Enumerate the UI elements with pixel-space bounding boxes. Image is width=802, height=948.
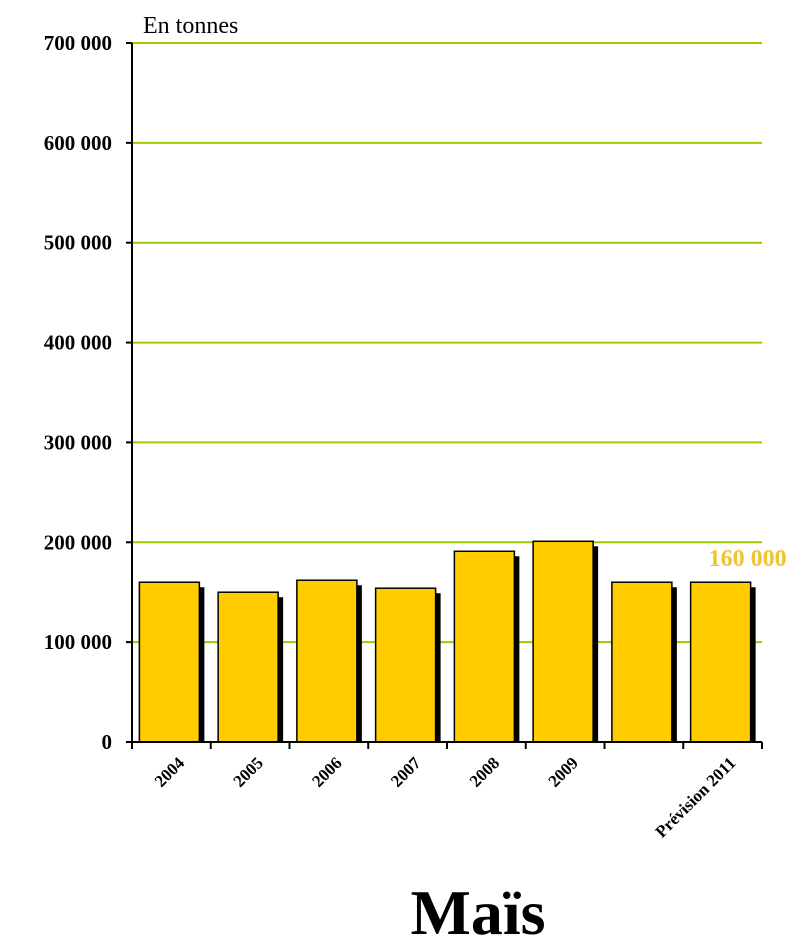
bar: [139, 582, 199, 742]
y-tick-label: 600 000: [44, 131, 112, 155]
unit-label: En tonnes: [143, 13, 238, 39]
data-labels: 160 000: [709, 546, 787, 572]
data-label: 160 000: [709, 546, 787, 572]
x-tick-labels: 2004 2005 2006 2007 2008 2009 Prévision 2011: [151, 753, 740, 841]
y-tick-label: 200 000: [44, 530, 112, 554]
y-tick-label: 100 000: [44, 630, 112, 654]
bar: [691, 582, 751, 742]
y-tick-label: 0: [102, 730, 113, 754]
x-tick-label: 2009: [544, 753, 581, 790]
bar: [218, 592, 278, 742]
x-tick-label: 2005: [229, 753, 266, 790]
bar: [376, 588, 436, 742]
x-tick-label: Prévision 2011: [652, 753, 740, 841]
x-tick-label: 2006: [308, 753, 345, 790]
y-tick-label: 500 000: [44, 231, 112, 255]
bar: [297, 580, 357, 742]
gridlines: [132, 43, 762, 642]
x-tick-label: 2004: [151, 753, 189, 791]
x-tick-label: 2007: [387, 753, 425, 791]
x-tick-label: 2008: [466, 753, 503, 790]
bar: [612, 582, 672, 742]
y-tick-label: 300 000: [44, 430, 112, 454]
y-tick-label: 700 000: [44, 31, 112, 55]
bar: [454, 551, 514, 742]
chart-title: Maïs: [410, 877, 545, 948]
y-tick-labels: 0 100 000 200 000 300 000 400 000 500 000 600 …: [44, 31, 112, 754]
bar: [533, 541, 593, 742]
y-tick-label: 400 000: [44, 331, 112, 355]
